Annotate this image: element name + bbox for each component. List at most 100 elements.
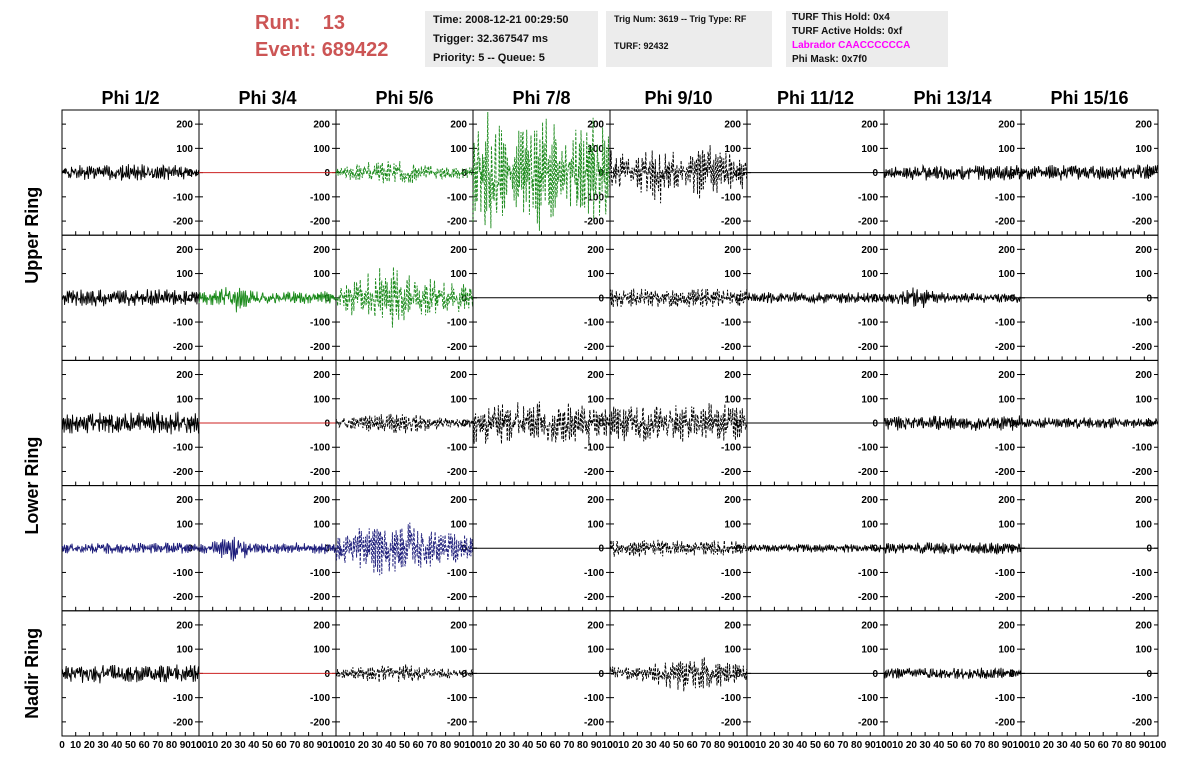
x-tick-label: 40 <box>248 740 260 751</box>
y-tick-label: -100 <box>1132 443 1152 454</box>
x-tick-label: 100 <box>602 740 619 751</box>
y-tick-label: 100 <box>176 519 193 530</box>
y-tick-label: -100 <box>310 693 330 704</box>
event-row: Event: 689422 <box>255 37 388 64</box>
y-tick-label: 200 <box>1135 245 1152 256</box>
x-tick-label: 20 <box>1043 740 1055 751</box>
waveform-trace <box>746 291 885 305</box>
y-tick-label: 0 <box>187 168 193 179</box>
labrador-text: Labrador CAACCCCCCA <box>792 40 911 51</box>
y-tick-label: 100 <box>1135 519 1152 530</box>
y-tick-label: 200 <box>861 120 878 131</box>
y-tick-label: 200 <box>313 620 330 631</box>
y-tick-label: -100 <box>447 693 467 704</box>
y-tick-label: -200 <box>995 342 1015 353</box>
x-tick-label: 70 <box>563 740 575 751</box>
x-tick-label: 20 <box>221 740 233 751</box>
y-tick-label: -200 <box>173 717 193 728</box>
x-tick-label: 80 <box>440 740 452 751</box>
x-tick-label: 40 <box>659 740 671 751</box>
y-tick-label: 100 <box>587 269 604 280</box>
y-tick-label: 200 <box>313 120 330 131</box>
y-tick-label: -100 <box>173 443 193 454</box>
waveform-trace <box>335 161 474 184</box>
y-tick-label: 200 <box>861 495 878 506</box>
run-value: 13 <box>322 12 346 34</box>
y-tick-label: -200 <box>995 467 1015 478</box>
x-tick-label: 90 <box>317 740 329 751</box>
y-tick-label: 100 <box>587 519 604 530</box>
trigger-info-box: Trig Num: 3619 -- Trig Type: RF TURF: 92… <box>606 11 772 67</box>
x-tick-label: 30 <box>235 740 247 751</box>
y-tick-label: -200 <box>995 717 1015 728</box>
y-tick-label: 100 <box>313 144 330 155</box>
y-tick-label: -200 <box>858 217 878 228</box>
x-tick-label: 40 <box>385 740 397 751</box>
x-tick-label: 50 <box>262 740 274 751</box>
column-title: Phi 7/8 <box>512 88 570 108</box>
y-tick-label: 100 <box>450 645 467 656</box>
y-tick-label: 200 <box>587 495 604 506</box>
y-tick-label: -100 <box>584 443 604 454</box>
turf-hold-text: TURF This Hold: 0x4 <box>792 12 890 23</box>
y-tick-label: 100 <box>176 394 193 405</box>
turf-active-text: TURF Active Holds: 0xf <box>792 26 903 37</box>
waveform-trace <box>61 411 200 435</box>
y-tick-label: 0 <box>598 293 604 304</box>
waveform-trace <box>1020 417 1159 430</box>
x-tick-label: 80 <box>303 740 315 751</box>
x-tick-label: 10 <box>481 740 493 751</box>
y-tick-label: -100 <box>447 192 467 203</box>
x-tick-label: 70 <box>289 740 301 751</box>
x-tick-label: 90 <box>591 740 603 751</box>
x-tick-label: 0 <box>881 740 887 751</box>
x-tick-label: 50 <box>399 740 411 751</box>
y-tick-label: 0 <box>735 669 741 680</box>
y-tick-label: 0 <box>324 419 330 430</box>
y-tick-label: 100 <box>998 645 1015 656</box>
x-tick-label: 90 <box>865 740 877 751</box>
y-tick-label: -100 <box>721 568 741 579</box>
y-tick-label: 100 <box>861 394 878 405</box>
y-tick-label: -200 <box>1132 467 1152 478</box>
x-tick-label: 60 <box>413 740 425 751</box>
y-tick-label: -100 <box>173 318 193 329</box>
x-tick-label: 70 <box>426 740 438 751</box>
y-tick-label: 0 <box>187 669 193 680</box>
y-tick-label: 200 <box>587 370 604 381</box>
y-tick-label: -100 <box>447 568 467 579</box>
x-tick-label: 100 <box>191 740 208 751</box>
x-tick-label: 0 <box>333 740 339 751</box>
waveform-trace <box>335 522 474 576</box>
y-tick-label: 100 <box>1135 394 1152 405</box>
waveform-trace <box>609 657 748 692</box>
y-tick-label: -100 <box>995 318 1015 329</box>
y-tick-label: -200 <box>995 217 1015 228</box>
y-tick-label: 100 <box>724 394 741 405</box>
y-tick-label: -100 <box>173 192 193 203</box>
x-tick-label: 50 <box>1084 740 1096 751</box>
x-tick-label: 80 <box>1125 740 1137 751</box>
y-tick-label: -200 <box>310 342 330 353</box>
y-tick-label: -200 <box>173 217 193 228</box>
y-tick-label: 0 <box>872 669 878 680</box>
waveform-trace <box>198 536 337 562</box>
waveform-trace <box>472 111 611 231</box>
y-tick-label: 200 <box>724 370 741 381</box>
x-tick-label: 90 <box>728 740 740 751</box>
waveform-trace <box>609 288 748 308</box>
x-tick-label: 50 <box>125 740 137 751</box>
y-tick-label: 100 <box>450 519 467 530</box>
y-tick-label: -200 <box>584 467 604 478</box>
y-tick-label: -100 <box>310 318 330 329</box>
y-tick-label: -100 <box>310 192 330 203</box>
priority-text: Priority: 5 -- Queue: 5 <box>433 52 545 64</box>
waveform-trace <box>609 539 748 557</box>
y-tick-label: 100 <box>313 269 330 280</box>
waveform-trace <box>609 403 748 443</box>
y-tick-label: 200 <box>313 495 330 506</box>
y-tick-label: -200 <box>1132 217 1152 228</box>
waveform-trace <box>335 413 474 434</box>
x-tick-label: 90 <box>180 740 192 751</box>
y-tick-label: -100 <box>858 443 878 454</box>
